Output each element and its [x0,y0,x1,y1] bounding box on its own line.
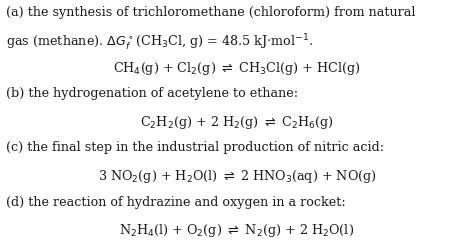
Text: CH$_4$(g) + Cl$_2$(g) $\rightleftharpoons$ CH$_3$Cl(g) + HCl(g): CH$_4$(g) + Cl$_2$(g) $\rightleftharpoon… [113,60,361,77]
Text: (a) the synthesis of trichloromethane (chloroform) from natural: (a) the synthesis of trichloromethane (c… [6,6,415,19]
Text: 3 NO$_2$(g) + H$_2$O(l) $\rightleftharpoons$ 2 HNO$_3$(aq) + NO(g): 3 NO$_2$(g) + H$_2$O(l) $\rightleftharpo… [98,168,376,185]
Text: N$_2$H$_4$(l) + O$_2$(g) $\rightleftharpoons$ N$_2$(g) + 2 H$_2$O(l): N$_2$H$_4$(l) + O$_2$(g) $\rightleftharp… [119,222,355,239]
Text: C$_2$H$_2$(g) + 2 H$_2$(g) $\rightleftharpoons$ C$_2$H$_6$(g): C$_2$H$_2$(g) + 2 H$_2$(g) $\rightleftha… [140,114,334,131]
Text: gas (methane). $\Delta G_f^\circ$(CH$_3$Cl, g) = 48.5 kJ${\cdot}$mol$^{-1}$.: gas (methane). $\Delta G_f^\circ$(CH$_3$… [6,32,313,53]
Text: (b) the hydrogenation of acetylene to ethane:: (b) the hydrogenation of acetylene to et… [6,87,298,100]
Text: (d) the reaction of hydrazine and oxygen in a rocket:: (d) the reaction of hydrazine and oxygen… [6,196,346,209]
Text: (c) the final step in the industrial production of nitric acid:: (c) the final step in the industrial pro… [6,141,384,154]
